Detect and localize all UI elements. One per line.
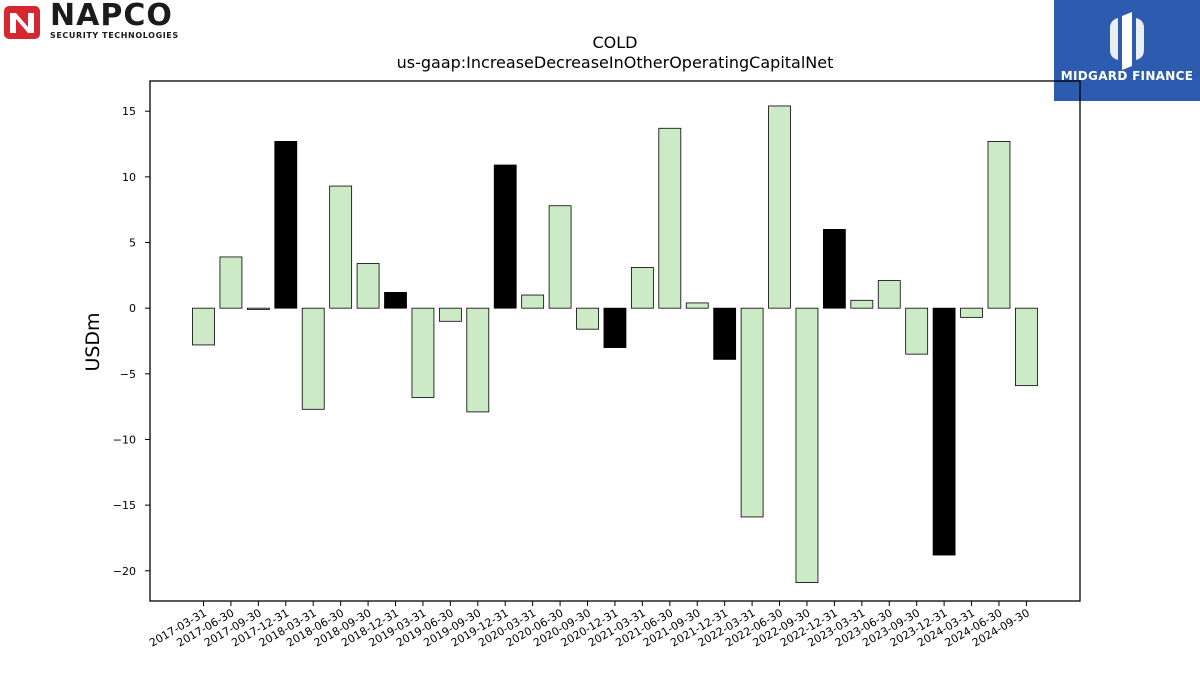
chart-title: COLD xyxy=(593,33,638,52)
midgard-logo: MIDGARD FINANCE xyxy=(1054,0,1200,101)
bar xyxy=(603,307,627,348)
y-axis-label: USDm xyxy=(82,312,104,371)
napco-brand-text: NAPCO xyxy=(50,0,173,33)
plot-area: 151050−5−10−15−202017-03-312017-06-30201… xyxy=(113,80,1081,650)
bar xyxy=(685,302,709,309)
y-tick-label: 0 xyxy=(129,302,136,315)
midgard-brand-text: MIDGARD FINANCE xyxy=(1060,69,1194,83)
bar xyxy=(713,307,737,360)
chart-subtitle: us-gaap:IncreaseDecreaseInOtherOperating… xyxy=(397,53,834,72)
midgard-mark-icon xyxy=(1110,12,1144,70)
y-tick-label: −5 xyxy=(120,368,136,381)
bar xyxy=(768,105,791,309)
napco-logo: NAPCO SECURITY TECHNOLOGIES xyxy=(4,0,214,40)
bar xyxy=(246,307,270,310)
bar xyxy=(356,263,380,309)
bar xyxy=(384,292,407,309)
bar xyxy=(877,280,901,309)
bar xyxy=(850,299,874,309)
bar xyxy=(630,267,654,309)
napco-mark-glyph xyxy=(10,13,34,33)
y-tick-label: 5 xyxy=(129,237,136,250)
bar xyxy=(905,307,929,355)
bar xyxy=(795,307,819,584)
bar xyxy=(438,307,462,322)
bar xyxy=(740,307,764,518)
bar xyxy=(932,307,956,556)
bar xyxy=(521,294,545,309)
bar xyxy=(1015,307,1038,387)
bar xyxy=(329,185,353,309)
napco-tagline: SECURITY TECHNOLOGIES xyxy=(50,31,179,40)
y-tick-label: 10 xyxy=(122,171,136,184)
bar xyxy=(466,307,490,413)
bar xyxy=(576,307,599,330)
y-tick-label: −15 xyxy=(113,499,136,512)
bar xyxy=(301,307,325,410)
bar xyxy=(960,307,983,318)
bar xyxy=(411,307,435,398)
bar xyxy=(822,228,846,309)
bar xyxy=(493,164,517,309)
bar xyxy=(987,141,1011,309)
y-tick-label: −10 xyxy=(113,433,136,446)
bar xyxy=(658,127,682,309)
y-tick-label: −20 xyxy=(113,565,136,578)
bar xyxy=(192,307,215,346)
y-tick-label: 15 xyxy=(122,105,136,118)
bar xyxy=(219,256,243,309)
bar xyxy=(274,141,298,309)
bar xyxy=(548,205,572,309)
napco-mark-icon xyxy=(4,6,40,39)
